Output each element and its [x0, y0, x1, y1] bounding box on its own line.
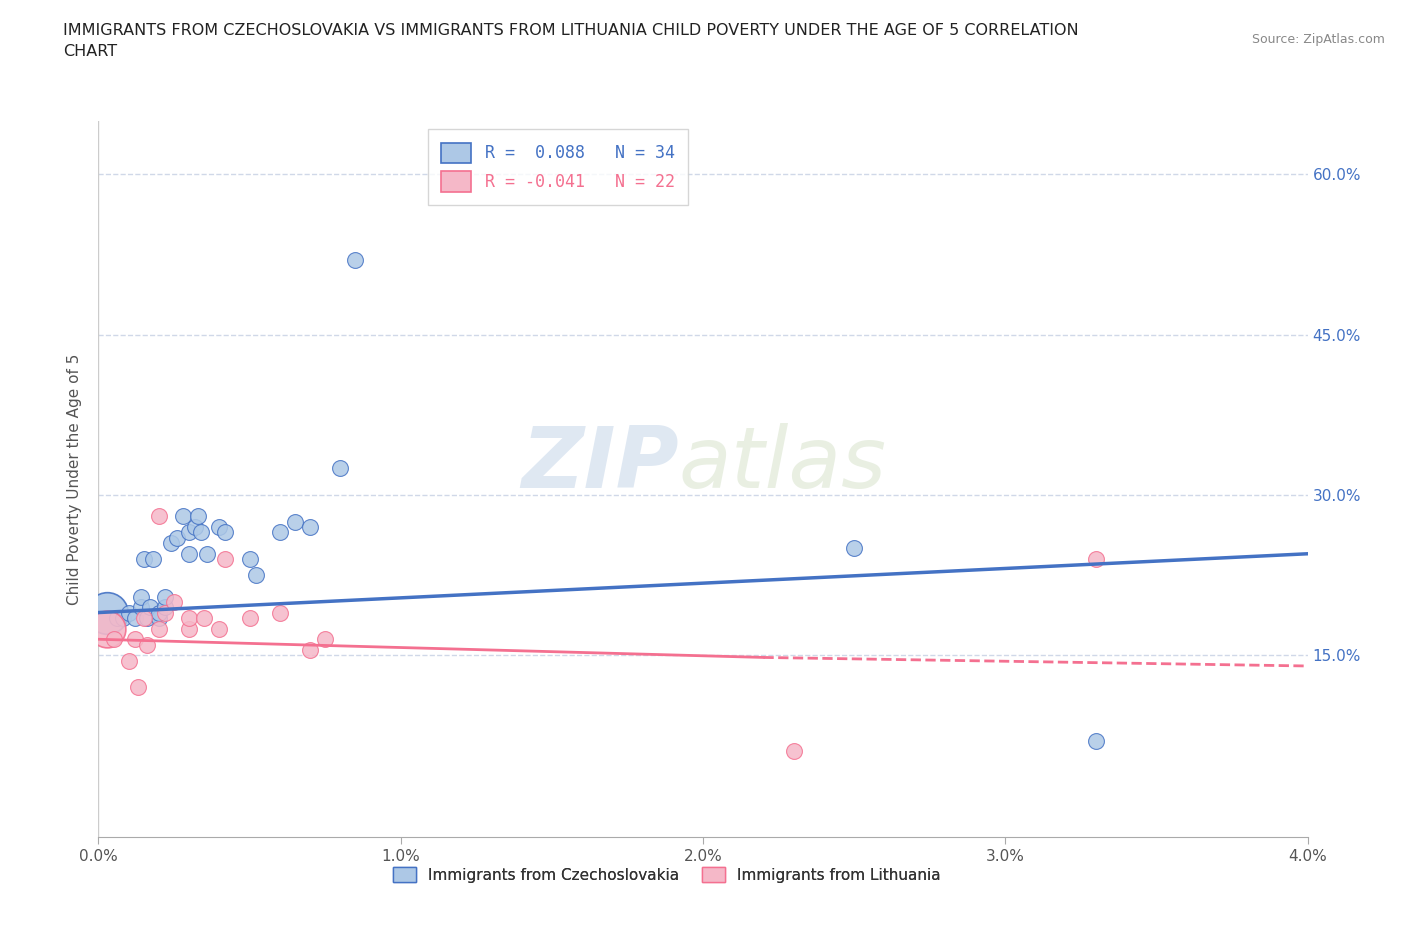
Text: Source: ZipAtlas.com: Source: ZipAtlas.com: [1251, 33, 1385, 46]
Point: [329, 461, 352, 476]
Point: [269, 525, 291, 539]
Point: [148, 605, 170, 620]
Point: [129, 589, 152, 604]
Point: [239, 610, 262, 625]
Point: [132, 610, 155, 625]
Point: [284, 514, 307, 529]
Point: [96, 621, 118, 636]
Point: [179, 525, 201, 539]
Point: [195, 546, 218, 561]
Point: [135, 637, 157, 652]
Point: [153, 605, 176, 620]
Point: [111, 610, 134, 625]
Point: [214, 551, 236, 566]
Point: [179, 621, 201, 636]
Point: [184, 520, 207, 535]
Point: [187, 509, 209, 524]
Point: [245, 567, 267, 582]
Point: [208, 520, 231, 535]
Point: [139, 600, 162, 615]
Point: [193, 610, 215, 625]
Point: [142, 551, 165, 566]
Point: [208, 621, 231, 636]
Point: [148, 509, 170, 524]
Point: [172, 509, 194, 524]
Point: [153, 600, 176, 615]
Point: [135, 610, 157, 625]
Text: atlas: atlas: [679, 423, 887, 506]
Point: [118, 653, 141, 668]
Point: [214, 525, 236, 539]
Point: [166, 530, 188, 545]
Point: [239, 551, 262, 566]
Point: [163, 594, 186, 609]
Point: [299, 643, 322, 658]
Point: [124, 610, 146, 625]
Point: [148, 621, 170, 636]
Point: [153, 589, 176, 604]
Point: [118, 605, 141, 620]
Point: [160, 536, 183, 551]
Point: [314, 631, 336, 646]
Legend: Immigrants from Czechoslovakia, Immigrants from Lithuania: Immigrants from Czechoslovakia, Immigran…: [385, 859, 948, 890]
Text: ZIP: ZIP: [522, 423, 679, 506]
Point: [783, 744, 806, 759]
Point: [103, 631, 125, 646]
Point: [269, 605, 291, 620]
Point: [148, 610, 170, 625]
Point: [127, 680, 149, 695]
Point: [844, 541, 866, 556]
Point: [179, 610, 201, 625]
Point: [105, 610, 128, 625]
Point: [96, 605, 118, 620]
Point: [124, 631, 146, 646]
Point: [344, 252, 367, 267]
Point: [132, 551, 155, 566]
Point: [190, 525, 212, 539]
Y-axis label: Child Poverty Under the Age of 5: Child Poverty Under the Age of 5: [67, 353, 83, 604]
Point: [1085, 551, 1108, 566]
Text: IMMIGRANTS FROM CZECHOSLOVAKIA VS IMMIGRANTS FROM LITHUANIA CHILD POVERTY UNDER : IMMIGRANTS FROM CZECHOSLOVAKIA VS IMMIGR…: [63, 23, 1078, 60]
Point: [1085, 734, 1108, 749]
Point: [299, 520, 322, 535]
Point: [179, 546, 201, 561]
Point: [129, 600, 152, 615]
